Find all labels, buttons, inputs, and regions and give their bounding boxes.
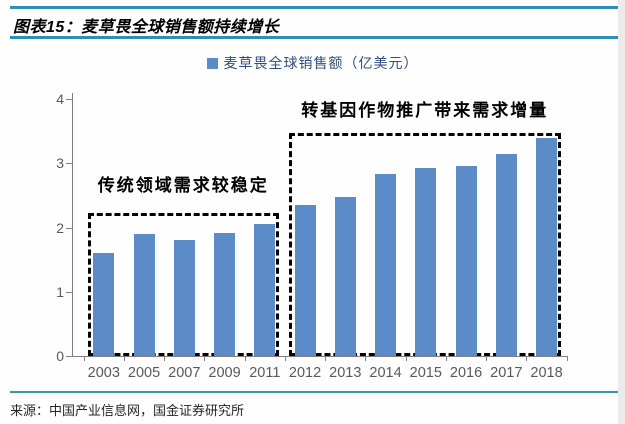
y-tick [66, 163, 72, 165]
x-label-2003: 2003 [87, 365, 120, 381]
x-tick [566, 356, 568, 361]
title-underline-rule [10, 36, 618, 39]
x-axis-line [72, 356, 568, 357]
y-label-1: 1 [56, 283, 64, 300]
x-label-2009: 2009 [208, 365, 241, 381]
x-tick [83, 356, 85, 361]
bar-2018 [536, 137, 558, 356]
x-tick [244, 356, 246, 361]
x-tick [445, 356, 447, 361]
bar-2007 [173, 240, 195, 356]
bar-chart: 0 1 2 3 4 传统领域需求较稳定 转基因作物推广带来需求增量 2003 2005 2007 2… [0, 85, 625, 385]
bar-2011 [254, 224, 276, 356]
bar-2012 [294, 205, 316, 356]
x-label-2015: 2015 [409, 365, 442, 381]
y-label-2: 2 [56, 219, 64, 236]
x-label-2013: 2013 [329, 365, 362, 381]
x-tick [284, 356, 286, 361]
x-tick [204, 356, 206, 361]
x-label-2007: 2007 [168, 365, 201, 381]
source-text: 来源：中国产业信息网，国金证券研究所 [10, 403, 245, 418]
x-label-2011: 2011 [249, 365, 281, 381]
x-label-2005: 2005 [127, 365, 161, 381]
x-tick [486, 356, 488, 361]
x-tick [325, 356, 327, 361]
x-label-2014: 2014 [369, 365, 402, 381]
x-label-2016: 2016 [449, 365, 483, 381]
bar-2015 [415, 168, 437, 356]
page-edge-strip [618, 0, 625, 424]
y-axis-line [72, 93, 73, 357]
bar-2016 [455, 166, 477, 356]
bar-2005 [133, 233, 155, 356]
bar-2014 [375, 174, 397, 356]
y-tick [66, 291, 72, 293]
legend-series-label: 麦草畏全球销售额（亿美元） [223, 57, 419, 72]
footer-rule-line [10, 391, 618, 393]
y-label-3: 3 [56, 155, 64, 172]
top-rule-line [10, 6, 618, 9]
bar-2017 [495, 153, 517, 356]
chart-legend: 麦草畏全球销售额（亿美元） [0, 53, 625, 73]
x-label-2017: 2017 [490, 365, 523, 381]
x-label-2012: 2012 [288, 365, 322, 381]
x-tick [405, 356, 407, 361]
figure-title: 图表15：麦草畏全球销售额持续增长 [13, 19, 280, 36]
x-tick [365, 356, 367, 361]
y-tick [66, 99, 72, 100]
x-tick [164, 356, 166, 361]
bar-2009 [214, 232, 236, 356]
y-tick [66, 356, 72, 357]
annotation-text-0: 传统领域需求较稳定 [97, 176, 269, 196]
y-label-0: 0 [56, 348, 64, 364]
y-tick [66, 227, 72, 229]
legend-series-swatch [206, 57, 218, 69]
bar-2013 [334, 196, 356, 356]
x-label-2018: 2018 [530, 365, 563, 381]
bar-2003 [93, 253, 115, 356]
x-tick [123, 356, 125, 361]
x-tick [526, 356, 528, 361]
annotation-text-1: 转基因作物推广带来需求增量 [301, 101, 549, 121]
y-label-4: 4 [56, 91, 64, 107]
